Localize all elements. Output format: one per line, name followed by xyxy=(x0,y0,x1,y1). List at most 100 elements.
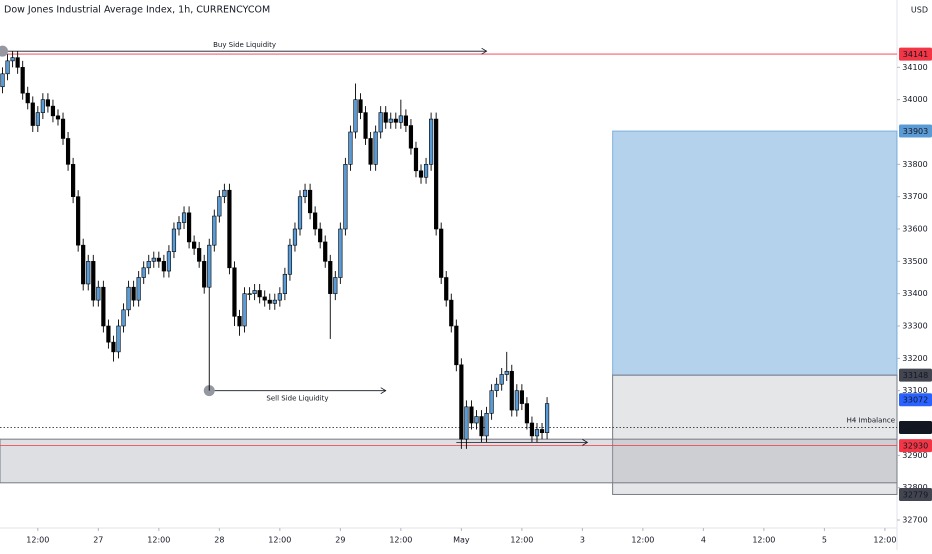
candle-body xyxy=(413,147,419,172)
candle-body xyxy=(323,241,328,262)
price-badge-label: 33903 xyxy=(903,127,928,136)
chart-title: Dow Jones Industrial Average Index, 1h, … xyxy=(4,5,270,16)
candle-body xyxy=(60,118,66,139)
candle-body xyxy=(343,164,348,230)
candle-body xyxy=(197,248,202,262)
y-tick-label: 33500 xyxy=(902,257,927,266)
candle-body xyxy=(524,403,530,424)
candle-body xyxy=(328,261,333,294)
candle-body xyxy=(126,286,131,311)
x-tick-label: 12:00 xyxy=(510,536,533,545)
y-tick-label: 32700 xyxy=(902,516,927,525)
candle-body xyxy=(96,286,101,301)
candle-body xyxy=(514,390,519,411)
zone-label: H4 Imbalance xyxy=(847,417,895,425)
candle-body xyxy=(141,267,146,278)
candle-body xyxy=(20,67,25,94)
x-tick-label: 5 xyxy=(822,536,827,545)
candle-body xyxy=(257,290,262,298)
candle-body xyxy=(474,416,479,424)
price-badge-label: 32930 xyxy=(903,442,928,451)
candle-body xyxy=(111,341,116,353)
price-badge xyxy=(899,393,932,407)
candle-body xyxy=(434,118,439,230)
currency: USD xyxy=(911,6,928,15)
candle-body xyxy=(71,164,76,197)
candle-body xyxy=(534,429,540,437)
x-tick-label: May xyxy=(453,536,470,545)
candle-body xyxy=(247,293,252,295)
candle-body xyxy=(186,212,192,243)
price-badge-label: 33072 xyxy=(903,396,928,405)
candle-body xyxy=(348,131,353,165)
x-tick-label: 28 xyxy=(214,536,224,545)
candle-body xyxy=(544,403,550,434)
candle-body xyxy=(539,429,545,434)
candle-body xyxy=(353,99,358,133)
x-tick-label: 29 xyxy=(335,536,345,545)
annotation-label: Buy Side Liquidity xyxy=(213,41,276,49)
candle-body xyxy=(212,215,217,246)
arrow-head xyxy=(380,387,387,395)
x-tick-label: 27 xyxy=(93,536,103,545)
candle-body xyxy=(418,170,424,178)
price-badge xyxy=(899,439,932,453)
candle-body xyxy=(267,299,272,304)
candle-body xyxy=(151,257,156,262)
candle-body xyxy=(242,293,247,327)
candle-body xyxy=(5,60,10,75)
candle-body xyxy=(86,261,91,285)
candle-body xyxy=(383,112,388,123)
y-tick-label: 33100 xyxy=(902,386,927,395)
candle-body xyxy=(439,228,444,278)
candle-body xyxy=(55,115,61,120)
candle-body xyxy=(146,261,151,269)
x-tick-label: 12:00 xyxy=(268,536,291,545)
candle-body xyxy=(494,383,499,391)
target-zone xyxy=(612,130,898,376)
candle-body xyxy=(35,112,40,126)
candle-body xyxy=(449,299,454,327)
candle-body xyxy=(388,118,393,123)
candle-body xyxy=(15,57,20,68)
candle-body xyxy=(363,112,368,139)
candle-body xyxy=(489,390,494,414)
candle-body xyxy=(504,370,509,375)
x-tick-label: 12:00 xyxy=(389,536,412,545)
price-badge-label: 33148 xyxy=(903,371,928,380)
y-tick-label: 33300 xyxy=(902,322,927,331)
candle-body xyxy=(297,196,303,230)
candle-body xyxy=(519,390,524,404)
candle-body xyxy=(76,196,81,246)
candle-body xyxy=(338,228,343,278)
arrow-head xyxy=(481,47,488,55)
candle-body xyxy=(232,267,237,317)
candle-body xyxy=(479,416,484,437)
candle-body xyxy=(45,99,51,107)
candle-body xyxy=(393,118,398,123)
candle-body xyxy=(307,189,313,214)
candle-body xyxy=(408,125,414,149)
candle-body xyxy=(116,325,121,353)
price-badge xyxy=(899,124,932,138)
candle-body xyxy=(176,222,182,230)
candle-body xyxy=(287,244,293,275)
price-badge-label: 32986 xyxy=(903,424,928,433)
candle-body xyxy=(262,296,267,301)
candle-body xyxy=(227,189,232,269)
imbalance-zone xyxy=(0,438,898,484)
y-tick-label: 33700 xyxy=(902,192,927,201)
candle-body xyxy=(207,244,212,288)
candle-body xyxy=(277,293,282,301)
candle-body xyxy=(358,99,363,113)
candle-body xyxy=(444,277,449,301)
price-badge xyxy=(899,47,932,61)
candle-body xyxy=(156,257,161,262)
candle-body xyxy=(454,325,459,366)
y-tick-label: 34100 xyxy=(902,63,927,72)
candle-body xyxy=(91,261,96,301)
candle-body xyxy=(81,244,86,285)
x-tick-label: 12:00 xyxy=(631,536,654,545)
x-tick-label: 12:00 xyxy=(752,536,775,545)
candle-body xyxy=(161,261,166,272)
